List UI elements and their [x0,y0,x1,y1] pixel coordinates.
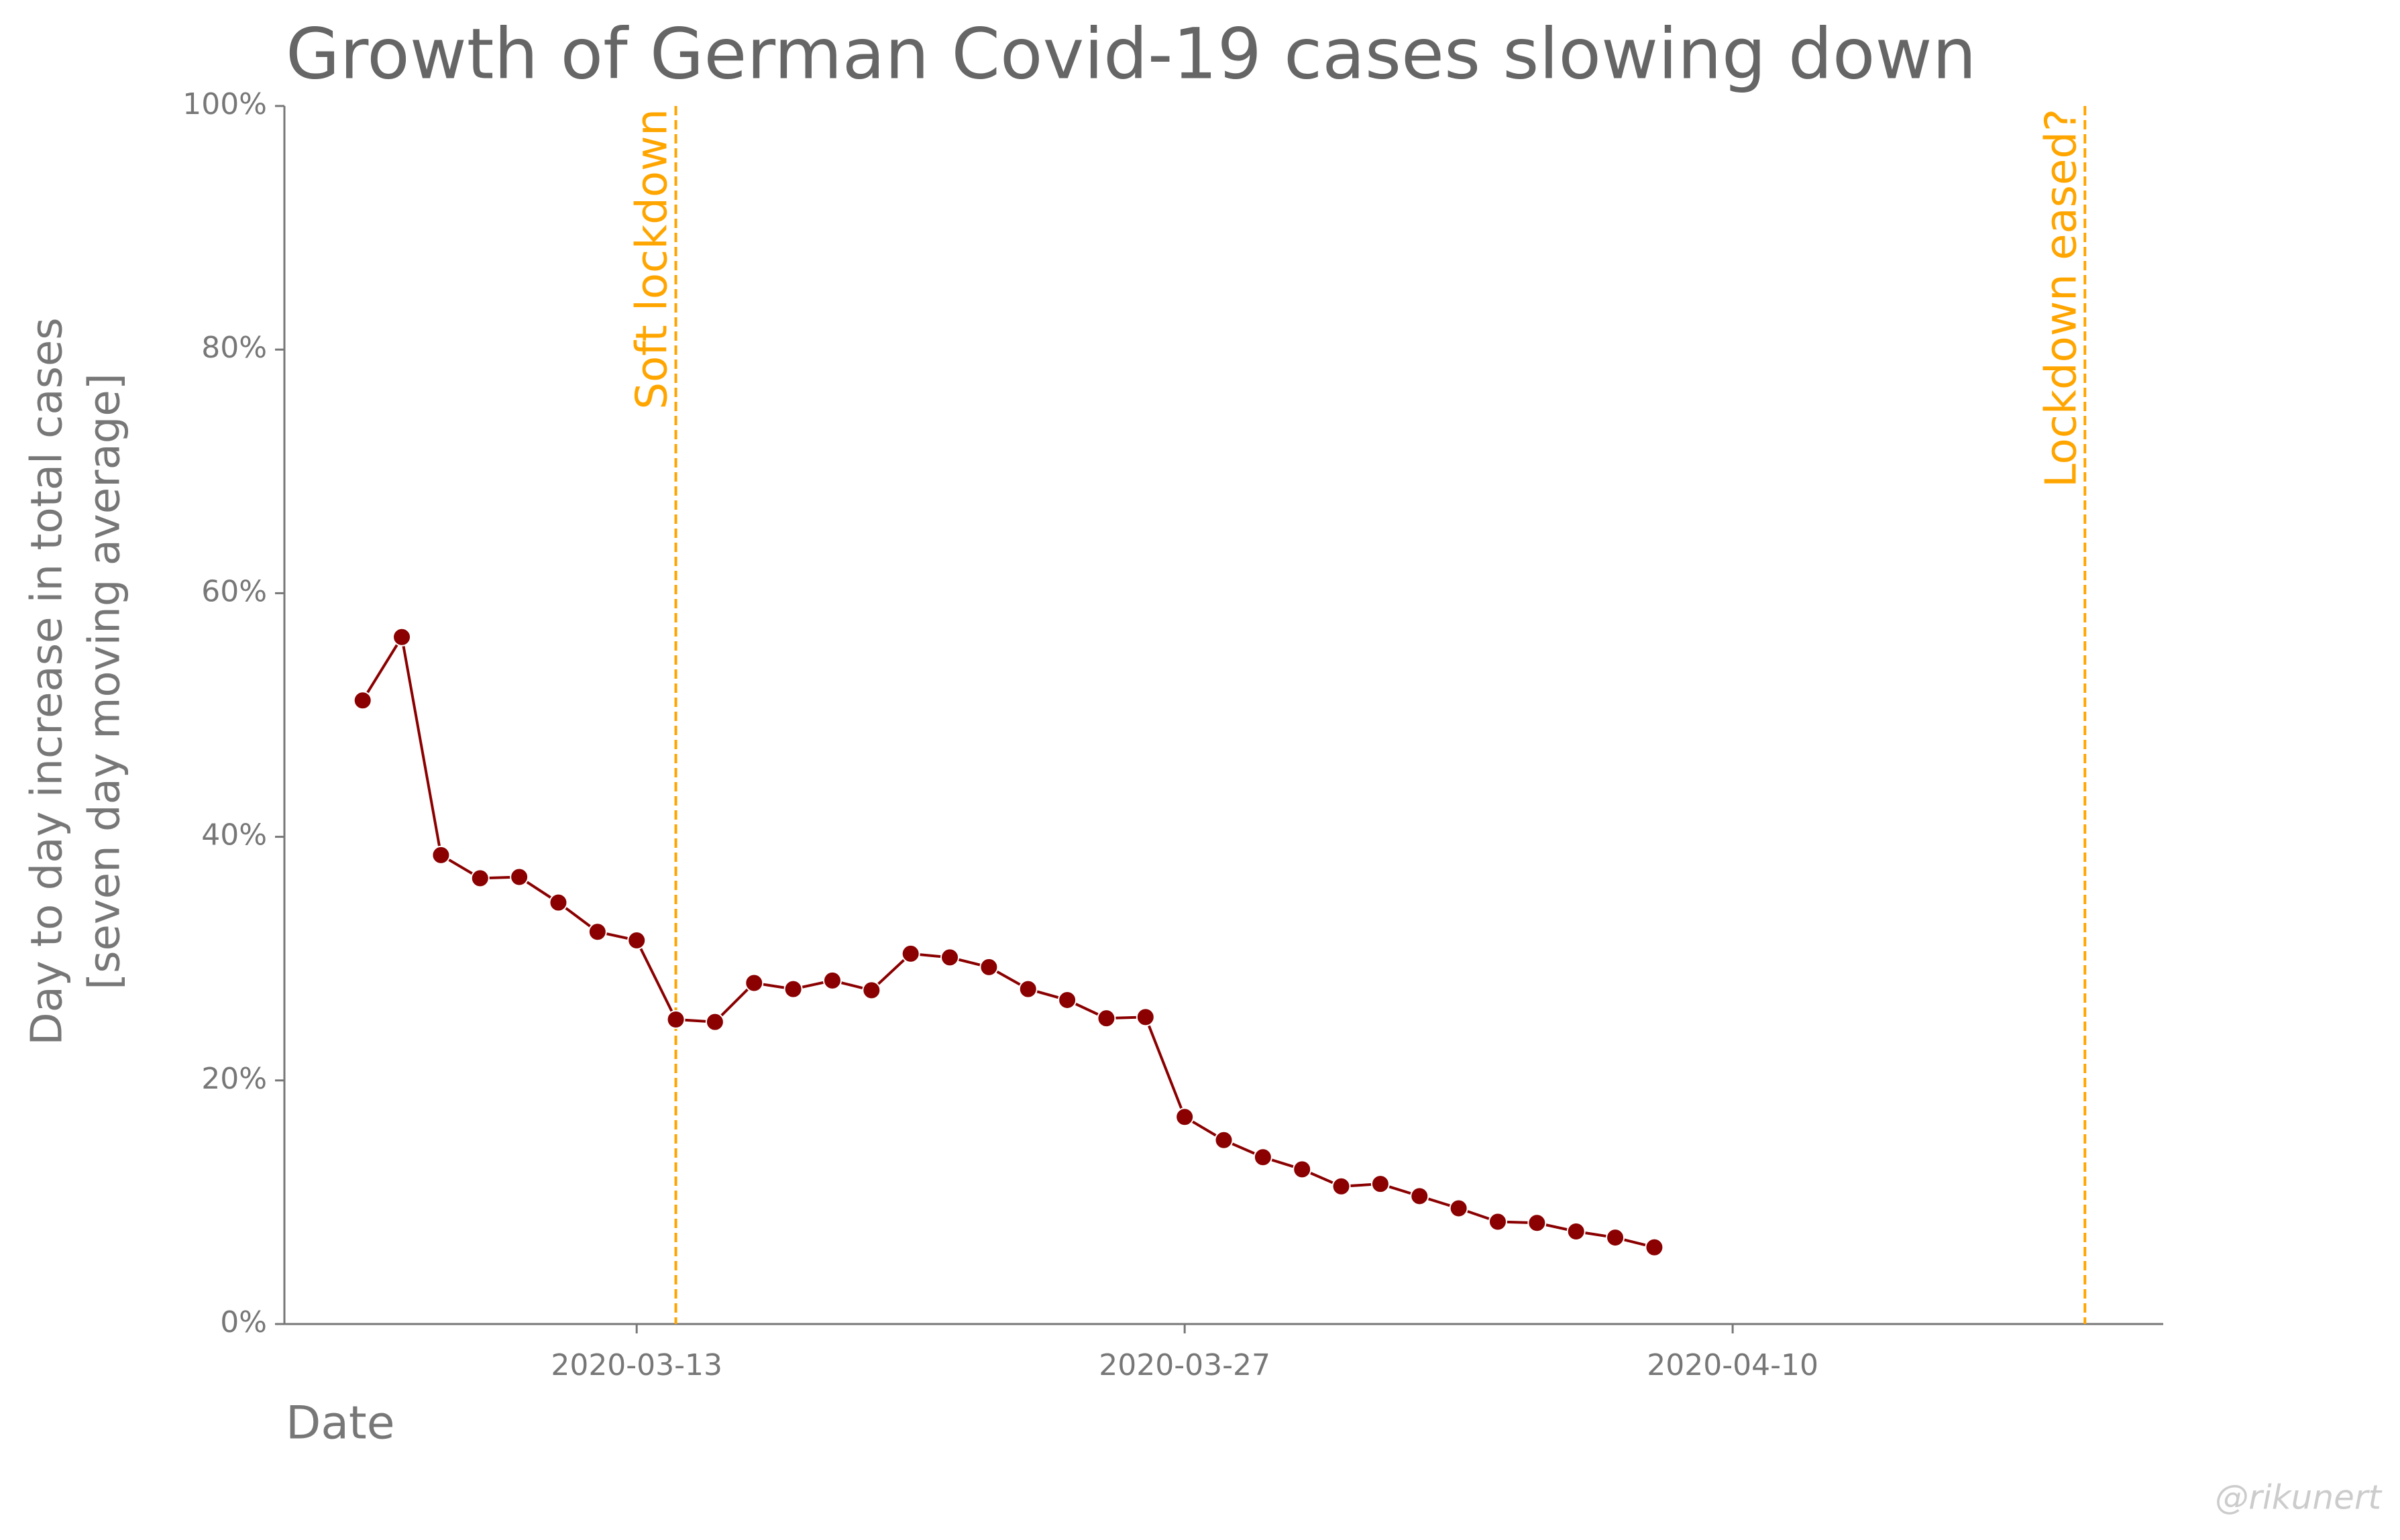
data-point [510,867,529,887]
data-point [1018,979,1038,999]
data-point [627,930,647,950]
chart-title: Growth of German Covid-19 cases slowing … [286,13,1977,95]
data-point [979,957,999,977]
data-point [745,973,764,993]
data-point [862,981,881,1000]
data-point [901,944,920,963]
y-tick-label: 100% [182,87,267,121]
data-point [1058,990,1077,1009]
x-tick-label: 2020-03-13 [551,1348,722,1382]
data-point [1410,1187,1429,1206]
data-point [1331,1176,1351,1196]
annotation-label: Lockdown eased? [2036,109,2086,488]
data-point [705,1012,724,1032]
y-tick-label: 60% [201,574,267,608]
data-point [1175,1107,1195,1127]
data-point [1606,1228,1625,1248]
data-point [1645,1238,1664,1257]
credit: @rikunert [2215,1478,2383,1517]
data-point [588,922,607,942]
data-point [1566,1221,1586,1241]
x-tick-label: 2020-03-27 [1099,1348,1270,1382]
data-point [783,979,803,999]
data-point [666,1010,686,1029]
data-point [1370,1174,1390,1194]
data-point [431,845,451,865]
data-point [940,948,960,967]
annotation-label: Soft lockdown [628,109,677,410]
data-point [1253,1148,1272,1167]
data-point [1097,1009,1116,1028]
data-point [1136,1007,1155,1027]
data-point [1293,1160,1312,1179]
x-tick-label: 2020-04-10 [1647,1348,1818,1382]
y-tick-label: 0% [220,1305,267,1339]
y-tick-label: 80% [201,331,267,365]
data-point [470,869,490,888]
data-line [362,633,1655,1249]
y-axis-label: [seven day moving average] [80,373,130,990]
y-axis-label: Day to day increase in total cases [23,317,72,1045]
data-point [1488,1212,1507,1231]
data-point [1527,1213,1547,1233]
data-point [392,627,412,647]
y-tick-label: 40% [201,818,267,852]
data-point [353,691,372,710]
data-point [1214,1130,1234,1150]
data-point [1449,1199,1468,1218]
data-point [549,893,568,912]
y-tick-label: 20% [201,1062,267,1096]
x-axis-label: Date [286,1397,395,1450]
data-point [822,971,842,990]
